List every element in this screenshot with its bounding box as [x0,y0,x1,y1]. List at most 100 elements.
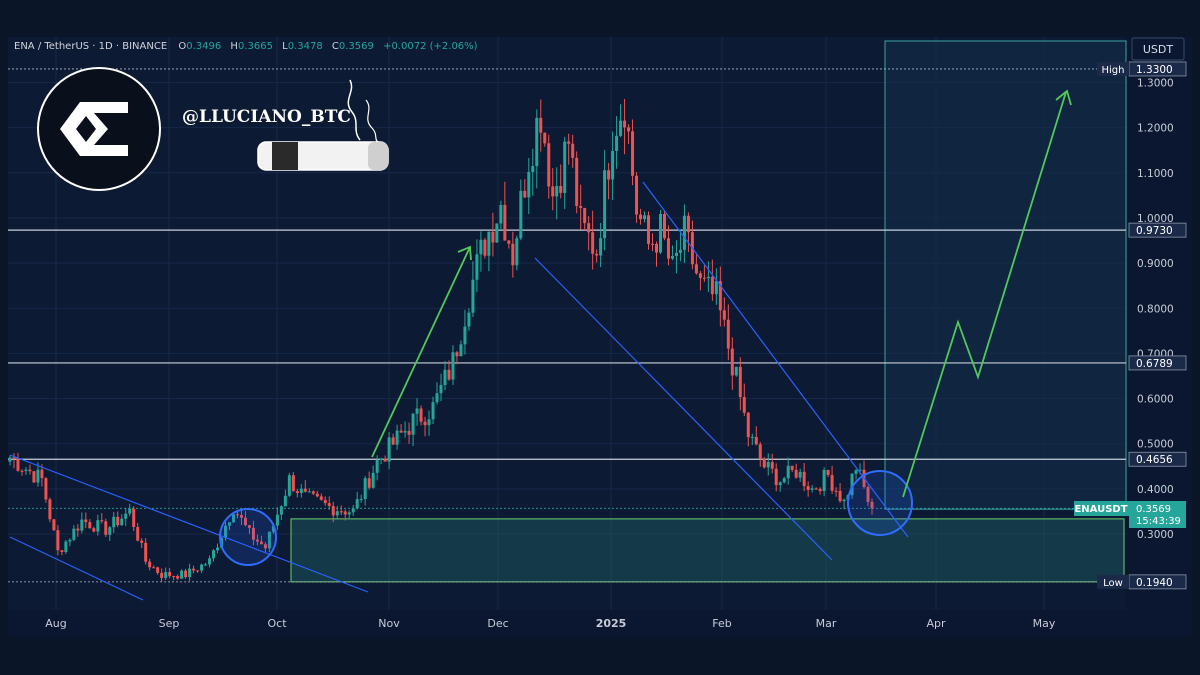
y-tick-label: 1.3000 [1137,78,1174,90]
candle-body [239,515,243,518]
candle-body [714,281,718,295]
sigma-logo-icon [60,102,128,156]
candle-body [192,568,196,571]
low-value: 0.3478 [288,41,323,52]
candle-body [842,499,846,502]
candle-body [766,462,770,468]
candle-body [431,402,435,420]
candle-body [299,488,303,493]
last-price-countdown: 15:43:39 [1136,516,1181,527]
candle-body [224,525,227,538]
level-badge [1128,222,1187,238]
change-value: +0.0072 (+2.06%) [383,41,478,52]
candle-body [144,542,148,562]
candle-body [92,528,96,532]
candle-body [575,157,579,207]
last-price-symbol: ENAUSDT [1074,504,1127,515]
candle-body [243,517,247,526]
candle-body [814,488,818,490]
channel-right-lower [534,257,833,561]
candle-body [531,166,535,173]
candle-body [515,238,519,266]
cigar-icon [257,79,389,171]
time-axis[interactable]: Aug Sep Oct Nov Dec 2025 Feb Mar Apr May [45,617,1056,630]
level-badge-value: 1.3300 [1136,64,1173,76]
level-tag [1097,574,1129,589]
candle-body [267,531,271,549]
candle-body [611,151,615,180]
candle-body [335,511,339,516]
candle-body [52,519,56,531]
y-tick-label: 0.8000 [1137,303,1174,315]
candle-body [830,475,834,491]
candle-body [774,468,778,486]
candle-body [180,570,184,579]
candle-body [331,506,335,516]
candle-body [563,141,567,193]
candle-body [698,273,702,278]
x-tick-label: Oct [267,617,287,630]
candle-body [543,132,547,144]
candle-body [527,172,531,198]
y-tick-label: 1.1000 [1137,168,1174,180]
candle-body [251,527,255,540]
y-tick-label: 0.9000 [1137,258,1174,270]
candle-body [212,550,216,559]
candle-body [36,469,40,483]
candle-body [746,412,750,438]
candle-body [499,204,503,224]
candle-body [718,281,722,311]
level-badge-value: 0.4656 [1136,454,1173,466]
candle-body [734,366,738,376]
candle-body [850,473,854,496]
candle-body [459,344,463,357]
candle-body [694,264,698,274]
candle-body [491,231,495,243]
candle-body [48,499,52,520]
candle-body [686,215,690,233]
y-tick-label: 1.0000 [1137,213,1174,225]
price-level-badges: 1.3300 High 0.9730 0.6789 0.4656 0.1940 Low [1097,61,1187,590]
candle-body [435,393,439,403]
candle-body [136,527,140,541]
candle-body [291,475,295,492]
candle-body [555,185,559,197]
candle-body [631,131,635,176]
candle-body [184,570,188,578]
candle-body [287,475,291,496]
candle-body [80,519,84,531]
projection-arrow-past [371,245,472,458]
candle-body [116,516,120,526]
y-tick-label: 0.5000 [1137,439,1174,451]
candle-body [303,488,307,492]
candle-body [762,458,766,468]
candle-body [271,525,275,532]
symbol-title: ENA / TetherUS · 1D · BINANCE [14,41,167,52]
currency-badge[interactable]: USDT [1131,37,1185,61]
candle-body [647,215,651,244]
candle-body [702,277,706,279]
x-tick-label: 2025 [596,617,627,630]
x-tick-label: Sep [159,617,180,630]
candle-body [196,570,200,572]
watermark-handle: @LLUCIANO_BTC [182,107,351,127]
breakout-circle-right [847,470,913,536]
high-value: 0.3665 [238,41,273,52]
candle-body [567,141,571,144]
candle-body [395,430,399,445]
candle-body [343,511,347,515]
candle-body [635,175,639,215]
candle-body [283,495,287,507]
candle-body [455,352,459,357]
support-zone [290,518,1125,583]
candle-body [88,522,92,529]
candle-body [319,496,323,500]
candlestick-series [8,98,874,582]
price-level-lines [8,68,1126,583]
candle-body [168,572,172,577]
y-tick-label: 0.3000 [1137,529,1174,541]
candle-body [60,550,64,552]
candle-body [866,487,870,502]
